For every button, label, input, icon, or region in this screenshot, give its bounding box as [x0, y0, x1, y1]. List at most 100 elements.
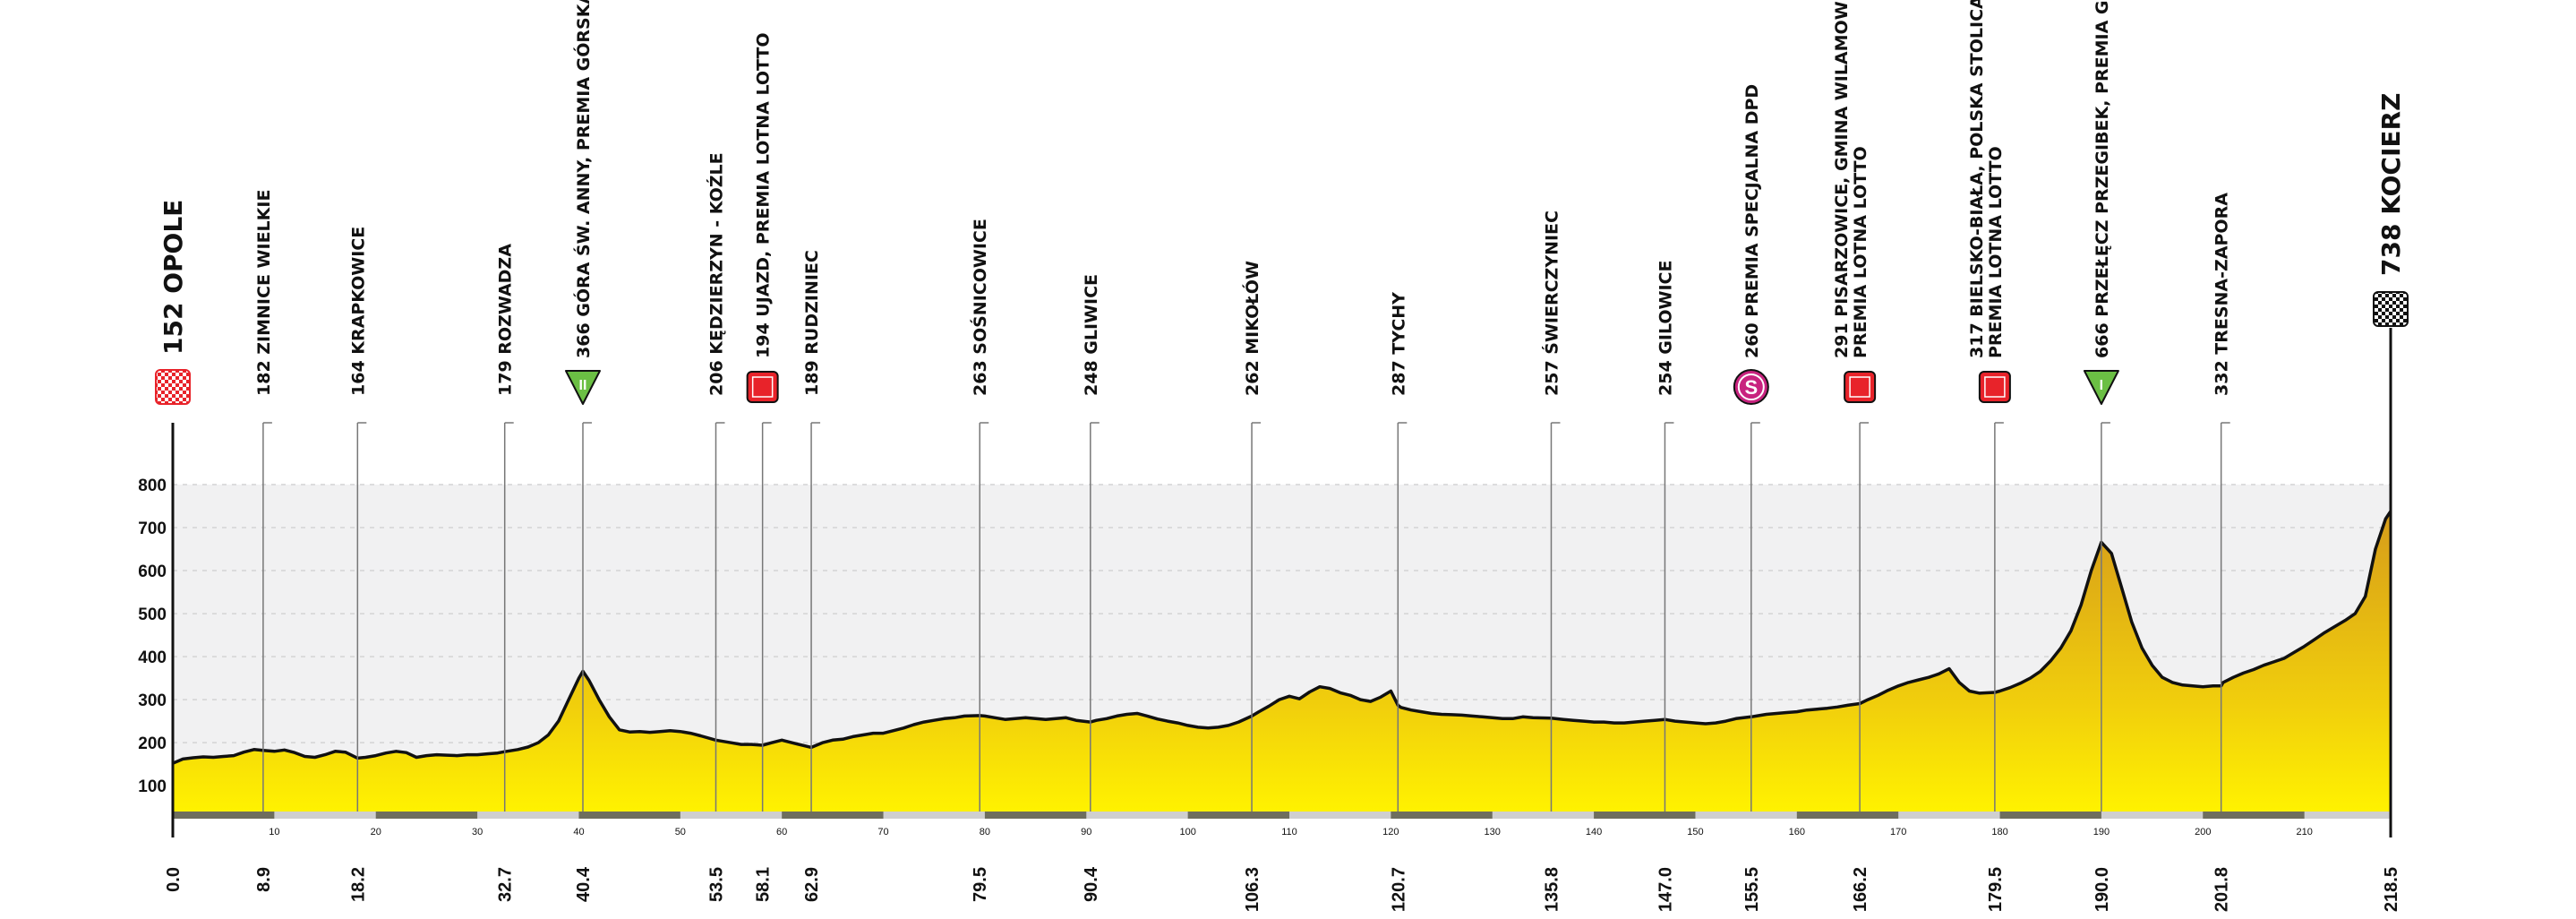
km-label: 32.7 — [496, 867, 516, 902]
waypoint-label: 260 PREMIA SPECJALNA DPD — [1742, 84, 1762, 358]
waypoint-markers: 182 ZIMNICE WIELKIE 164 KRAPKOWICE 179 ROZ… — [155, 0, 2409, 837]
ruler-segment — [1796, 812, 1899, 819]
waypoint-label: PREMIA LOTNA LOTTO — [1851, 146, 1870, 358]
ruler-segment — [984, 812, 1087, 819]
km-minor-tick: 40 — [573, 827, 584, 837]
km-label: 155.5 — [1742, 867, 1762, 912]
km-minor-tick: 70 — [877, 827, 888, 837]
km-label: 79.5 — [971, 867, 990, 902]
waypoint-label: 182 ZIMNICE WIELKIE — [254, 190, 274, 396]
ruler-segment — [578, 812, 680, 819]
waypoint-label: 666 PRZEŁĘCZ PRZEGIBEK, PREMIA GÓRSKA I … — [2091, 0, 2112, 358]
ruler-segment — [1187, 812, 1290, 819]
ruler-segment — [375, 812, 478, 819]
elevation-area — [173, 511, 2391, 812]
waypoint-label: 164 KRAPKOWICE — [348, 227, 368, 396]
y-tick-label: 100 — [138, 777, 167, 796]
sprint-icon-inner — [1849, 376, 1870, 398]
waypoint-label: 291 PISARZOWICE, GMINA WILAMOWICE, — [1832, 0, 1852, 358]
y-tick-label: 200 — [138, 734, 167, 753]
ruler-segment — [782, 812, 884, 819]
km-label: 58.1 — [754, 867, 774, 902]
ruler-segment — [2203, 812, 2305, 819]
climb-category-icon-text: II — [579, 378, 587, 393]
ruler-segment — [1594, 812, 1696, 819]
waypoint-label: 206 KĘDZIERZYN - KOŹLE — [706, 152, 726, 396]
km-minor-tick: 180 — [1991, 827, 2007, 837]
km-minor-tick: 30 — [472, 827, 483, 837]
distance-ruler: 10 20 30 40 50 60 70 80 90 100 110 120 130 140 150 160 1… — [173, 812, 2391, 837]
waypoint-label: 366 GÓRA ŚW. ANNY, PREMIA GÓRSKA II KAT. — [572, 0, 594, 358]
km-label: 62.9 — [802, 867, 822, 902]
km-label: 53.5 — [706, 867, 726, 902]
finish-label: 738 KOCIERZ — [2376, 93, 2406, 276]
special-sprint-icon-ring — [1737, 374, 1765, 400]
km-label: 147.0 — [1656, 867, 1675, 912]
km-minor-tick: 170 — [1890, 827, 1906, 837]
km-label: 135.8 — [1542, 867, 1562, 912]
y-tick-label: 400 — [138, 648, 167, 667]
km-minor-tick: 160 — [1789, 827, 1805, 837]
km-label: 201.8 — [2212, 867, 2232, 912]
sprint-icon-inner — [1984, 376, 2006, 398]
km-minor-tick: 100 — [1179, 827, 1195, 837]
km-label: 18.2 — [348, 867, 368, 902]
special-sprint-icon-text: S — [1744, 376, 1758, 399]
y-axis: 100 200 300 400 500 600 700 800 — [138, 423, 175, 837]
km-axis-labels: 8.9 18.2 32.7 40.4 53.5 58.1 62.9 79.5 90.4 106.3… — [164, 866, 2401, 912]
km-label: 190.0 — [2092, 867, 2112, 912]
km-minor-tick: 60 — [776, 827, 787, 837]
km-label: 218.5 — [2382, 867, 2401, 912]
waypoint-label: 248 GLIWICE — [1082, 274, 1101, 396]
y-tick-label: 700 — [138, 520, 167, 538]
waypoint-label: 179 ROZWADZA — [496, 244, 516, 396]
waypoint-label: 262 MIKOŁÓW — [1241, 261, 1262, 396]
waypoint-label: 332 TRESNA-ZAPORA — [2212, 193, 2232, 396]
start-label: 152 OPOLE — [158, 200, 188, 355]
km-minor-tick: 20 — [371, 827, 381, 837]
finish-flag-icon — [2373, 291, 2409, 327]
waypoint-label: 263 SOŚNICOWICE — [969, 219, 990, 396]
km-minor-tick: 50 — [675, 827, 686, 837]
elevation-outline — [172, 510, 2392, 765]
y-tick-label: 800 — [138, 477, 167, 495]
km-minor-tick: 210 — [2296, 827, 2312, 837]
km-label: 0.0 — [164, 867, 184, 892]
climb-category-icon — [564, 370, 601, 405]
km-minor-tick: 200 — [2195, 827, 2211, 837]
waypoint-label: PREMIA LOTNA LOTTO — [1986, 146, 2006, 358]
km-label: 106.3 — [1243, 867, 1262, 912]
ruler-segment — [173, 812, 275, 819]
km-label: 120.7 — [1389, 867, 1408, 912]
km-label: 8.9 — [254, 867, 274, 892]
ruler-segment — [1391, 812, 1493, 819]
km-minor-tick: 130 — [1485, 827, 1501, 837]
start-flag-icon — [155, 369, 191, 405]
ruler-segment — [1999, 812, 2101, 819]
waypoint-label: 194 UJAZD, PREMIA LOTNA LOTTO — [754, 32, 774, 358]
sprint-icon-inner — [751, 376, 774, 398]
km-minor-tick: 90 — [1081, 827, 1091, 837]
km-minor-tick: 110 — [1281, 827, 1297, 837]
km-minor-tick: 10 — [269, 827, 279, 837]
climb-category-icon-text: I — [2100, 378, 2103, 393]
km-label: 40.4 — [574, 866, 594, 902]
y-tick-label: 600 — [138, 563, 167, 581]
waypoint-label: 254 GILOWICE — [1656, 261, 1675, 396]
climb-category-icon — [2083, 370, 2119, 405]
y-tick-label: 300 — [138, 691, 167, 710]
km-label: 166.2 — [1851, 867, 1870, 912]
waypoint-label: 257 ŚWIERCZYNIEC — [1540, 210, 1562, 396]
km-minor-tick: 150 — [1687, 827, 1703, 837]
waypoint-label: 317 BIELSKO-BIAŁA, POLSKA STOLICA KULTUR… — [1967, 0, 1987, 358]
waypoint-label: 189 RUDZINIEC — [802, 250, 822, 396]
km-label: 90.4 — [1082, 866, 1101, 902]
km-minor-tick: 120 — [1382, 827, 1399, 837]
km-minor-tick: 140 — [1586, 827, 1602, 837]
y-tick-label: 500 — [138, 606, 167, 624]
km-minor-tick: 190 — [2093, 827, 2110, 837]
waypoint-label: 287 TYCHY — [1389, 292, 1408, 396]
km-minor-tick: 80 — [980, 827, 990, 837]
km-label: 179.5 — [1986, 867, 2006, 912]
